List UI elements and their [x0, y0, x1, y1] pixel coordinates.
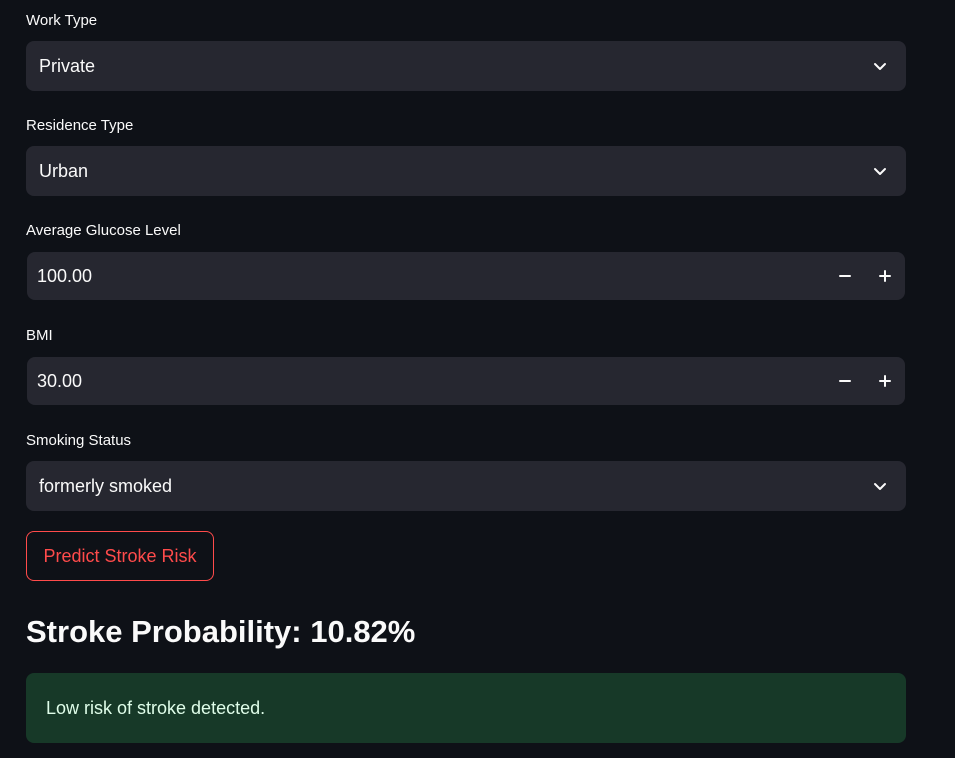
residence-type-value: Urban [39, 161, 89, 181]
residence-type-label: Residence Type [26, 117, 134, 134]
bmi-label: BMI [26, 327, 53, 344]
glucose-decrement-button[interactable] [825, 252, 865, 300]
glucose-increment-button[interactable] [865, 252, 905, 300]
smoking-status-label: Smoking Status [26, 432, 132, 449]
predict-stroke-risk-button[interactable]: Predict Stroke Risk [26, 531, 214, 581]
residence-type-select[interactable]: Urban [26, 146, 906, 196]
success-message: Low risk of stroke detected. [46, 698, 266, 718]
plus-icon [879, 270, 891, 282]
chevron-down-icon [874, 168, 886, 175]
glucose-number-input: 100.00 [27, 252, 905, 300]
work-type-label: Work Type [26, 12, 98, 29]
chevron-down-icon [874, 483, 886, 490]
minus-icon [839, 275, 851, 277]
plus-icon [879, 375, 891, 387]
bmi-number-input: 30.00 [27, 357, 905, 405]
smoking-status-select[interactable]: formerly smoked [26, 461, 906, 511]
stroke-probability-heading: Stroke Probability: 10.82% [26, 614, 416, 649]
bmi-value[interactable]: 30.00 [37, 371, 83, 391]
smoking-status-value: formerly smoked [39, 476, 173, 496]
work-type-select[interactable]: Private [26, 41, 906, 91]
success-alert: Low risk of stroke detected. [26, 673, 906, 743]
glucose-label: Average Glucose Level [26, 222, 181, 239]
chevron-down-icon [874, 63, 886, 70]
glucose-value[interactable]: 100.00 [37, 266, 93, 286]
minus-icon [839, 380, 851, 382]
work-type-value: Private [39, 56, 96, 76]
bmi-increment-button[interactable] [865, 357, 905, 405]
bmi-decrement-button[interactable] [825, 357, 865, 405]
